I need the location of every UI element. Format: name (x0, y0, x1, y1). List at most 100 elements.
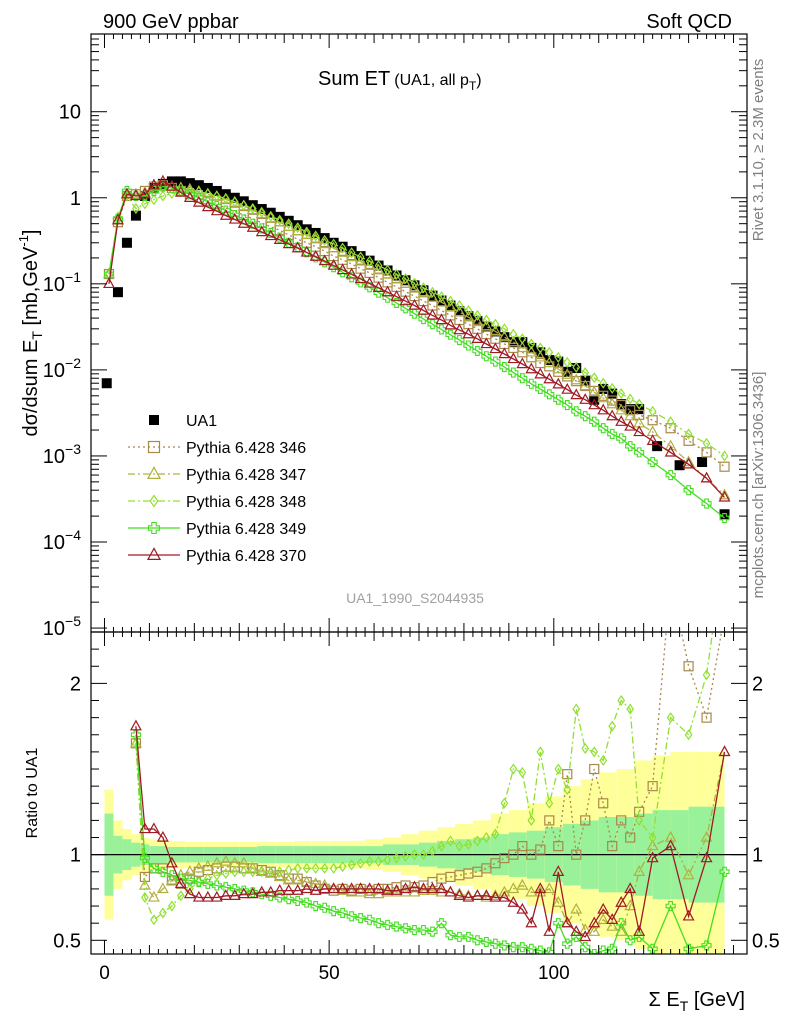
legend-label: Pythia 6.428 346 (186, 440, 306, 457)
data-point (228, 212, 241, 224)
ratio-line (135, 726, 726, 938)
ratio-point (148, 863, 159, 874)
ratio-point (444, 885, 457, 897)
ratio-point (192, 890, 205, 902)
ratio-point (646, 839, 659, 851)
data-point (561, 382, 574, 394)
legend-marker (146, 547, 162, 561)
data-point (165, 179, 178, 191)
ratio-point (606, 913, 619, 924)
x-axis-label: Σ ET [GeV] (648, 989, 745, 1014)
data-point (121, 185, 132, 197)
data-point (212, 190, 221, 202)
ratio-point (372, 887, 385, 899)
ratio-point (302, 862, 311, 874)
ratio-point (544, 815, 555, 826)
data-point (445, 310, 456, 321)
ratio-point (702, 669, 711, 681)
ratio-y-label: Ratio to UA1 (24, 748, 41, 839)
ratio-point (264, 885, 277, 897)
data-point (615, 403, 628, 415)
ratio-point (336, 883, 349, 895)
ratio-line (135, 632, 714, 921)
ratio-point (247, 887, 258, 898)
data-point (579, 379, 592, 391)
data-point (141, 198, 149, 210)
data-point (221, 192, 230, 205)
ratio-point (527, 814, 536, 826)
ratio-point (526, 849, 537, 860)
ratio-point (320, 862, 329, 874)
ratio-point (219, 854, 232, 866)
data-point (354, 254, 367, 266)
ratio-point (562, 938, 573, 949)
ratio-series-group (91, 632, 747, 954)
data-point (327, 258, 340, 270)
ratio-point (481, 936, 492, 948)
data-point (138, 187, 151, 199)
data-point (526, 378, 537, 389)
ratio-point (570, 925, 583, 936)
data-point (166, 182, 177, 194)
ratio-y-tick-label-left: 0.5 (53, 930, 81, 952)
ratio-point (625, 832, 636, 843)
ratio-point (635, 814, 644, 826)
data-point (157, 178, 168, 189)
data-point (156, 179, 169, 191)
ratio-point (318, 882, 331, 894)
data-point (121, 237, 132, 248)
legend-marker (147, 521, 161, 535)
main-series-4 (103, 181, 730, 524)
data-point (129, 189, 142, 201)
data-point (427, 290, 438, 301)
data-point (700, 471, 713, 483)
data-point (446, 295, 455, 307)
ratio-point (482, 831, 491, 844)
ratio-point (471, 889, 484, 900)
ratio-point (426, 882, 439, 894)
ratio-point (607, 840, 618, 852)
ratio-point (683, 943, 694, 954)
data-point (246, 220, 259, 232)
data-point (401, 273, 410, 285)
y-tick-label: 10−1 (43, 269, 81, 296)
ratio-point (435, 885, 448, 897)
data-point (426, 291, 439, 302)
ratio-point (275, 866, 284, 878)
ratio-point (345, 885, 358, 897)
ratio-point (282, 873, 295, 885)
ratio-point (273, 883, 286, 895)
y-tick-label: 10 (59, 102, 81, 124)
data-point (203, 187, 212, 200)
data-point (561, 368, 574, 379)
ratio-point (130, 729, 141, 740)
data-point (417, 303, 430, 315)
ratio-point (284, 864, 293, 876)
ratio-point (221, 867, 230, 880)
data-point (606, 397, 619, 409)
data-point (408, 281, 421, 293)
data-point (525, 345, 538, 357)
data-point (391, 270, 402, 281)
ratio-point (193, 877, 204, 888)
data-point (684, 428, 693, 440)
ratio-point (399, 885, 412, 897)
data-point (435, 295, 448, 307)
data-point (409, 308, 420, 319)
data-point (682, 455, 695, 467)
ratio-point (390, 885, 403, 897)
data-point (356, 251, 365, 263)
ratio-point (507, 895, 520, 907)
main-frame (90, 33, 748, 633)
ratio-point (498, 885, 511, 897)
ratio-point (599, 754, 608, 767)
data-point (400, 303, 411, 314)
series-line (108, 184, 725, 468)
ratio-point (489, 889, 502, 900)
data-point (624, 419, 637, 431)
data-point (392, 268, 401, 280)
ratio-point (701, 940, 712, 951)
data-point (399, 277, 412, 289)
data-point (543, 356, 556, 368)
ratio-point (473, 835, 482, 847)
